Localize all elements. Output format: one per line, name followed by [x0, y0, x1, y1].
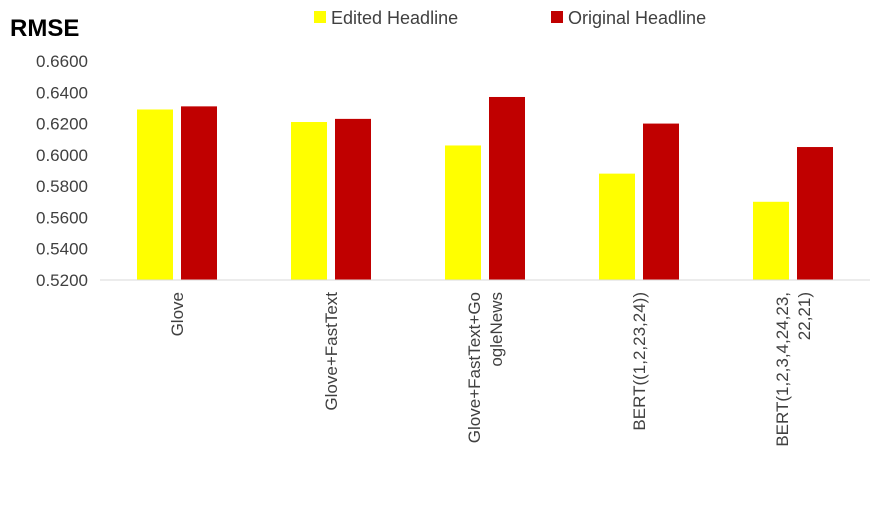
bars — [137, 96, 833, 280]
y-tick-label: 0.5600 — [36, 208, 88, 227]
y-tick-label: 0.5400 — [36, 240, 88, 259]
legend-swatch-0 — [314, 11, 326, 23]
y-tick-label: 0.5800 — [36, 177, 88, 196]
x-tick-label-line: Glove — [168, 292, 187, 336]
bar-edited-3 — [599, 173, 635, 280]
legend: Edited Headline Original Headline — [314, 8, 706, 28]
x-tick-label-0: Glove — [168, 292, 187, 336]
x-tick-label-4: BERT(1,2,3,4,24,23, 22,21) — [773, 292, 814, 447]
bar-original-4 — [797, 147, 833, 280]
x-axis-labels: Glove Glove+FastText Glove+FastText+Go ogle… — [168, 292, 814, 447]
y-tick-label: 0.6200 — [36, 115, 88, 134]
y-tick-label: 0.6600 — [36, 52, 88, 71]
x-tick-label-2: Glove+FastText+Go ogleNews — [465, 292, 506, 443]
bar-original-2 — [489, 96, 525, 280]
bar-edited-0 — [137, 109, 173, 280]
y-tick-label: 0.6000 — [36, 146, 88, 165]
bar-original-0 — [181, 106, 217, 280]
bar-edited-2 — [445, 145, 481, 280]
x-tick-label-line: Glove+FastText+Go — [465, 292, 484, 443]
y-axis-ticks: 0.6600 0.6400 0.6200 0.6000 0.5800 0.5600 0.54… — [36, 52, 88, 290]
legend-label-1: Original Headline — [568, 8, 706, 28]
x-tick-label-line: BERT(1,2,3,4,24,23, — [773, 292, 792, 447]
bar-edited-1 — [291, 122, 327, 280]
legend-label-0: Edited Headline — [331, 8, 458, 28]
legend-swatch-1 — [551, 11, 563, 23]
bar-original-1 — [335, 118, 371, 280]
x-tick-label-line: ogleNews — [487, 292, 506, 367]
y-axis-title: RMSE — [10, 15, 79, 42]
x-tick-label-line: 22,21) — [795, 292, 814, 340]
x-tick-label-3: BERT((1,2,23,24)) — [630, 292, 649, 431]
x-tick-label-1: Glove+FastText — [322, 292, 341, 411]
bar-edited-4 — [753, 201, 789, 280]
x-tick-label-line: Glove+FastText — [322, 292, 341, 411]
x-tick-label-line: BERT((1,2,23,24)) — [630, 292, 649, 431]
bar-original-3 — [643, 123, 679, 280]
y-tick-label: 0.5200 — [36, 271, 88, 290]
y-tick-label: 0.6400 — [36, 83, 88, 102]
